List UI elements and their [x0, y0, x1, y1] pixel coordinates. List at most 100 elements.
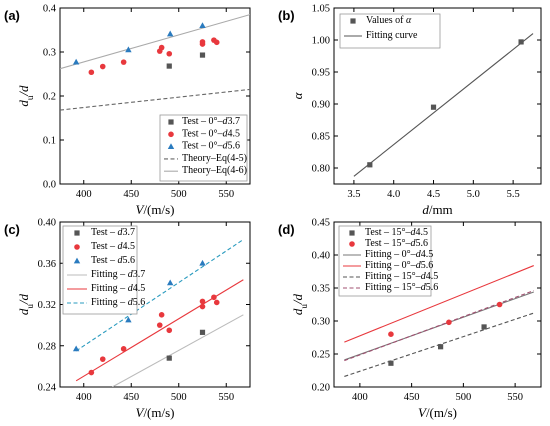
y-tick-label: 0.36 [38, 259, 56, 270]
plot-area [353, 33, 534, 177]
x-tick-label: 500 [456, 392, 472, 403]
data-point [72, 58, 80, 65]
x-tick-label: 3.5 [347, 189, 360, 200]
y-tick-label: 1.00 [312, 36, 330, 47]
y-tick-label: 1.05 [312, 4, 330, 15]
y-axis-label: du/d [290, 293, 309, 315]
data-point [199, 329, 206, 335]
data-point [166, 50, 173, 57]
data-point [199, 52, 206, 58]
chart-panel-b: 3.5 4.0 4.5 5.0 5.5 0.80 0.85 0.90 0.95 1.00 1.05 d… [278, 4, 542, 217]
data-point [199, 39, 206, 45]
series-line [75, 239, 244, 352]
data-point [213, 299, 220, 306]
legend-label: Fitting – 0°–d4.5 [365, 249, 433, 260]
x-tick-label: 550 [507, 392, 523, 403]
data-point [199, 298, 206, 305]
data-point [166, 355, 172, 361]
x-tick-label: 450 [123, 392, 139, 403]
y-tick-label: 0.3 [43, 48, 56, 59]
x-tick-label: 5.5 [507, 189, 520, 200]
y-tick-label: 0.32 [38, 300, 56, 311]
data-point [99, 63, 106, 70]
legend-label: Test – 0°–d5.6 [182, 141, 240, 152]
legend-marker [349, 230, 355, 236]
data-point [388, 360, 394, 366]
data-point [72, 345, 80, 352]
legend-marker [168, 131, 174, 138]
y-axis-label: du/d [16, 85, 35, 107]
y-tick-label: 0.85 [312, 132, 330, 143]
y-tick-label: 0.40 [38, 218, 56, 229]
x-axis-label: V/(m/s) [418, 405, 457, 420]
chart-panel-c: 400 450 500 550 0.24 0.28 0.32 0.36 0.40 V/(m/s) d… [4, 218, 251, 420]
legend-label: Fitting – d3.7 [91, 269, 145, 280]
y-tick-label: 0.25 [312, 350, 330, 361]
plot-area [60, 14, 250, 111]
data-point [430, 104, 437, 110]
legend-box [62, 225, 138, 315]
data-point [166, 327, 173, 334]
x-tick-label: 5.0 [467, 189, 480, 200]
data-point [199, 22, 206, 28]
x-tick-label: 4.0 [387, 189, 400, 200]
y-tick-label: 0.30 [312, 317, 330, 328]
legend-marker [167, 143, 175, 149]
legend-label: Values of α [366, 15, 412, 26]
y-tick-label: 0.40 [312, 251, 330, 262]
series-line [60, 14, 250, 70]
data-point [211, 294, 217, 301]
data-point [446, 319, 452, 326]
data-point [167, 30, 174, 37]
plot-frame [333, 7, 542, 185]
series-line [60, 88, 250, 111]
data-point [367, 162, 373, 168]
x-tick-label: 500 [171, 189, 187, 200]
chart-panel-d: 400 450 500 550 0.20 0.25 0.30 0.35 0.40 0.45 V/(m… [278, 218, 542, 420]
x-tick-label: 400 [352, 392, 368, 403]
legend-label: Fitting – d5.6 [91, 297, 145, 308]
x-axis-label: V/(m/s) [135, 405, 174, 420]
y-tick-label: 0.24 [38, 383, 57, 394]
legend-label: Test – d5.6 [91, 255, 135, 266]
legend: Test – d3.7 Test – d4.5 Test – d5.6 Fitting… [62, 225, 145, 315]
legend-box [159, 114, 248, 182]
plot-area [344, 265, 534, 377]
data-point [158, 312, 165, 318]
y-tick-label: 0.0 [43, 180, 56, 191]
y-tick-label: 0.4 [43, 4, 57, 15]
y-tick-label: 0.90 [312, 100, 330, 111]
y-tick-label: 0.35 [312, 284, 330, 295]
x-tick-label: 550 [218, 392, 234, 403]
data-point [199, 303, 206, 310]
y-tick-label: 0.45 [312, 218, 330, 229]
data-point [88, 369, 95, 376]
legend-box [338, 225, 432, 297]
x-tick-label: 4.5 [427, 189, 440, 200]
y-axis-label: du/d [16, 293, 35, 315]
y-axis-label: α [290, 91, 305, 99]
y-tick-label: 0.20 [312, 383, 330, 394]
legend-marker [74, 230, 80, 236]
data-point [125, 316, 132, 323]
data-point [125, 46, 132, 53]
legend-label: Test – 0°–d4.5 [182, 129, 240, 140]
data-point [120, 59, 127, 65]
legend-label: Theory–Eq(4-6) [182, 165, 247, 176]
legend: Values of α Fitting curve [339, 13, 441, 49]
x-tick-label: 450 [123, 189, 139, 200]
plot-area [72, 239, 244, 387]
x-tick-label: 400 [76, 189, 92, 200]
data-point [166, 63, 172, 69]
data-point [388, 331, 394, 338]
x-tick-label: 400 [76, 392, 92, 403]
legend-label: Test – d4.5 [91, 241, 135, 252]
data-point [518, 39, 524, 45]
legend-marker [350, 18, 356, 24]
legend-label: Test – 0°–d3.7 [182, 116, 240, 127]
data-point [158, 44, 165, 51]
legend-box [339, 13, 441, 49]
y-tick-label: 0.80 [312, 164, 330, 175]
